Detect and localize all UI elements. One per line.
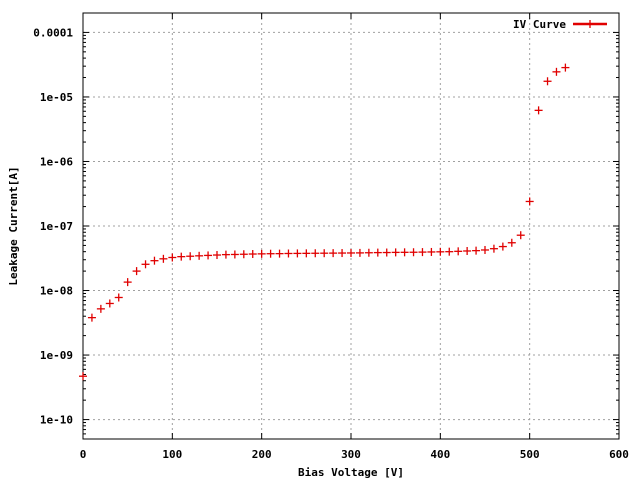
legend-marker (586, 20, 594, 28)
data-point (186, 252, 195, 261)
data-points (79, 63, 570, 381)
data-point (141, 260, 150, 269)
data-point (481, 245, 489, 254)
data-point (150, 256, 159, 265)
legend: IV Curve (513, 18, 607, 31)
data-point (248, 250, 257, 259)
data-point (266, 249, 275, 258)
data-point (498, 242, 507, 251)
data-point (230, 250, 239, 259)
data-point (338, 249, 347, 258)
data-point (329, 249, 338, 258)
data-point (418, 248, 427, 257)
data-point (436, 247, 445, 256)
data-point (302, 249, 311, 258)
data-point (114, 293, 123, 302)
y-tick-label: 1e-07 (40, 220, 73, 233)
data-point (373, 248, 382, 257)
data-point (87, 313, 96, 322)
data-point (257, 249, 266, 258)
y-tick-label: 1e-05 (40, 91, 73, 104)
data-point (516, 231, 525, 240)
data-point (409, 248, 418, 257)
data-point (382, 248, 391, 257)
data-point (391, 248, 400, 257)
x-tick-label: 200 (252, 448, 272, 461)
x-tick-label: 400 (430, 448, 450, 461)
y-tick-label: 1e-06 (40, 155, 73, 168)
axis-ticks: 0 100 200 300 400 500 600 1e-10 1e-09 1e-08 1e-07 1… (33, 13, 629, 461)
data-point (132, 267, 141, 276)
data-point (454, 247, 463, 256)
data-point (213, 251, 221, 260)
data-point (204, 251, 213, 260)
data-point (168, 253, 177, 262)
data-point (177, 252, 186, 261)
data-point (507, 238, 516, 247)
data-point (543, 77, 552, 86)
data-point (561, 63, 570, 72)
x-tick-label: 100 (162, 448, 182, 461)
data-point (463, 246, 472, 255)
legend-marker-plus (586, 20, 594, 28)
data-point (221, 250, 230, 259)
data-point (552, 67, 561, 76)
data-point (320, 249, 329, 258)
data-point (284, 249, 293, 258)
data-point (364, 248, 373, 257)
data-point (311, 249, 320, 258)
data-point (489, 244, 498, 253)
y-axis-label: Leakage Current[A] (7, 166, 20, 285)
data-point (400, 248, 409, 257)
x-axis-label: Bias Voltage [V] (298, 466, 404, 479)
data-point (105, 299, 114, 308)
data-point (96, 304, 105, 313)
y-tick-label: 0.0001 (33, 26, 73, 39)
x-tick-label: 600 (609, 448, 629, 461)
data-point (525, 197, 534, 206)
y-tick-label: 1e-10 (40, 414, 73, 427)
data-point (123, 278, 132, 287)
x-tick-label: 0 (80, 448, 87, 461)
data-point (195, 251, 204, 260)
y-tick-label: 1e-09 (40, 349, 73, 362)
x-tick-label: 500 (520, 448, 540, 461)
data-point (445, 247, 454, 256)
legend-label: IV Curve (513, 18, 566, 31)
data-point (347, 248, 355, 257)
grid-lines (83, 13, 619, 439)
data-point (275, 249, 284, 258)
data-point (472, 246, 481, 255)
y-tick-label: 1e-08 (40, 285, 73, 298)
data-point (79, 372, 87, 381)
data-point (159, 254, 168, 263)
data-point (293, 249, 302, 258)
data-point (427, 247, 436, 256)
data-point (534, 106, 543, 115)
x-tick-label: 300 (341, 448, 361, 461)
data-point (355, 248, 364, 257)
data-point (239, 250, 248, 259)
